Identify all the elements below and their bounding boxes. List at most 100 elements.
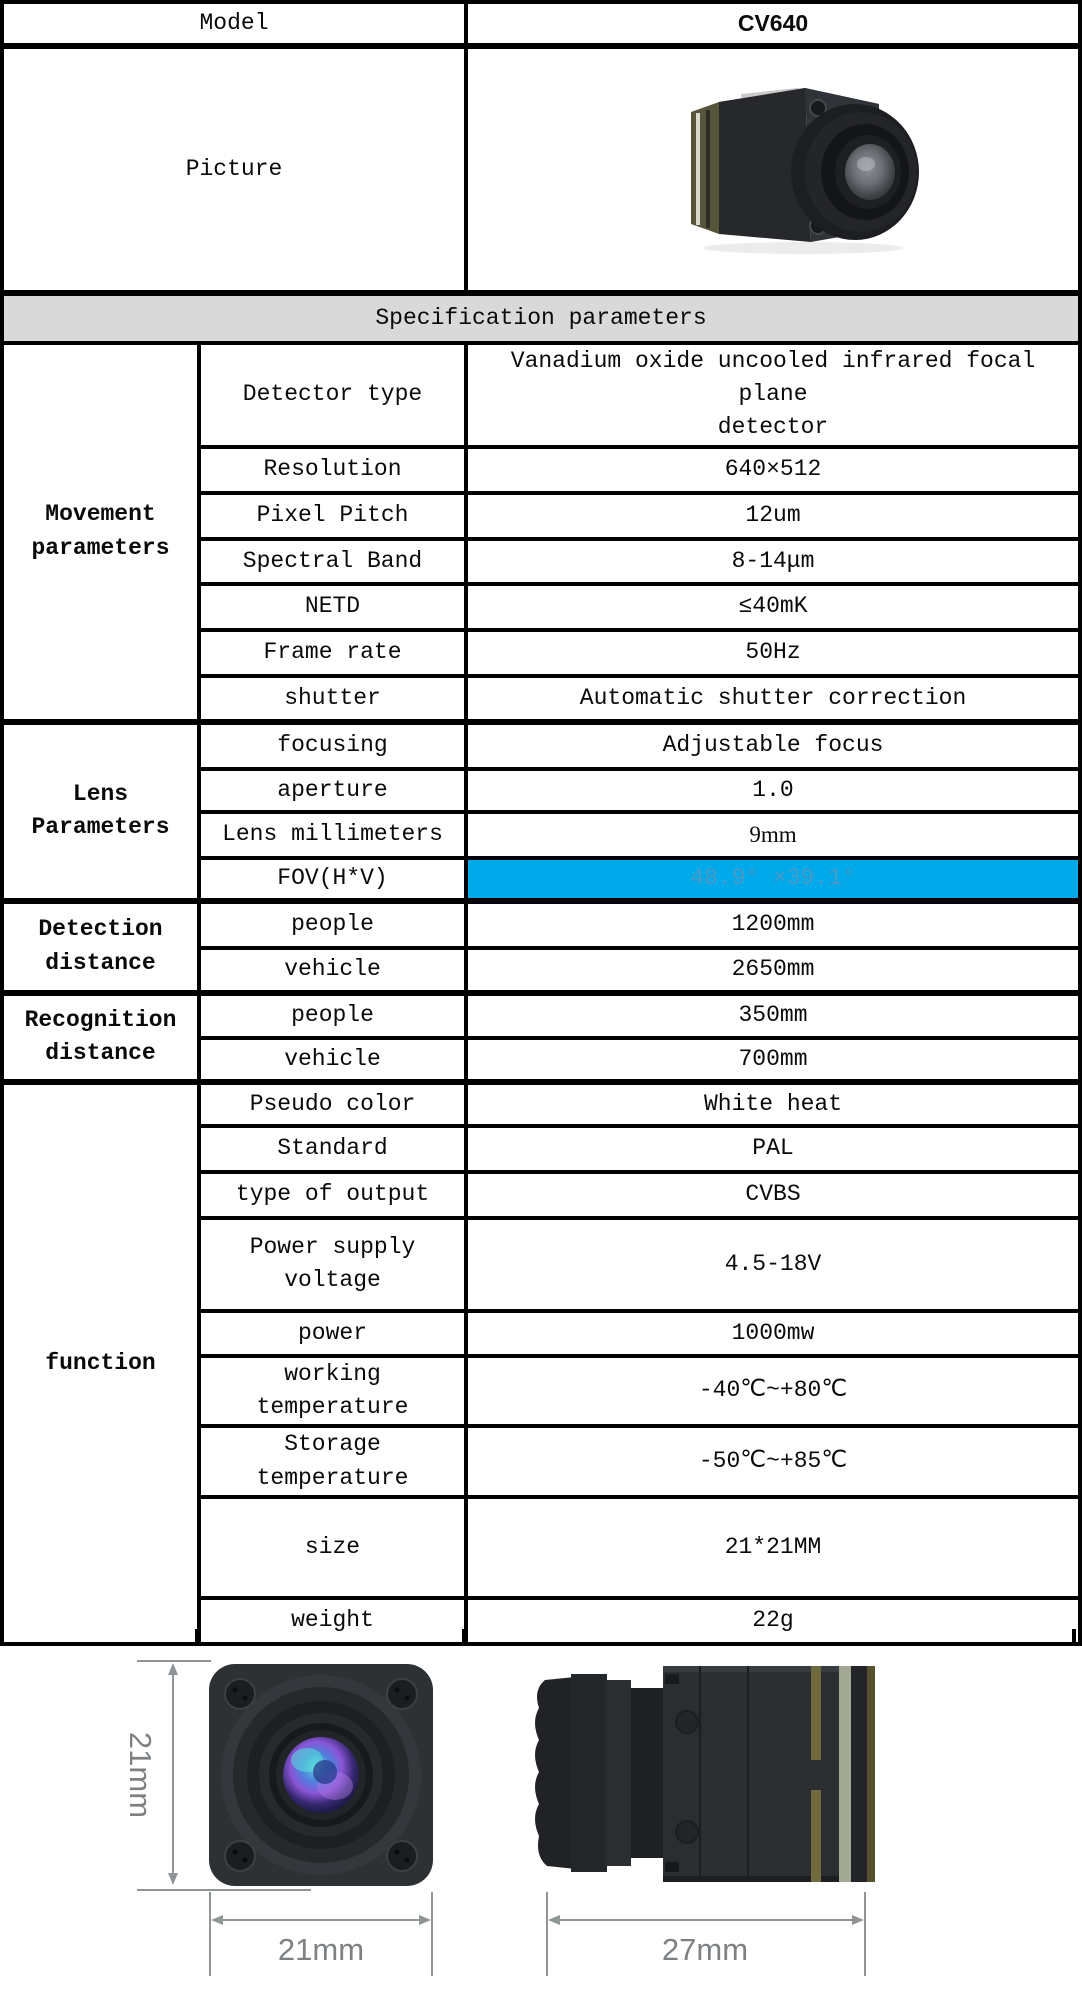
model-row: Model CV640 xyxy=(0,0,1082,48)
spec-row: NETD ≤40mK xyxy=(2,581,1082,632)
param-label: focusing xyxy=(196,718,469,771)
param-value: 2650mm xyxy=(464,945,1082,995)
category-movement-parameters: Movement parameters xyxy=(0,340,201,724)
param-value: 50Hz xyxy=(464,627,1082,678)
param-label: Pixel Pitch xyxy=(196,490,469,541)
param-label: shutter xyxy=(196,673,469,724)
param-value: -40℃~+80℃ xyxy=(464,1353,1082,1429)
param-label: working temperature xyxy=(196,1353,469,1429)
param-label: people xyxy=(196,897,469,950)
spec-row: Detection distance people 1200mm xyxy=(0,897,1082,995)
param-value: CVBS xyxy=(464,1169,1082,1220)
param-label: Power supply voltage xyxy=(196,1215,469,1313)
param-label: vehicle xyxy=(196,1035,469,1084)
table-border-stub xyxy=(195,1629,199,1642)
spec-row: Resolution 640×512 xyxy=(2,444,1082,495)
param-value: 4.5-18V xyxy=(464,1215,1082,1313)
category-recognition-distance: Recognition distance xyxy=(0,989,201,1084)
arrow-right-icon xyxy=(852,1915,864,1925)
param-label: Lens millimeters xyxy=(196,809,469,860)
param-value: ≤40mK xyxy=(464,581,1082,632)
picture-row: Picture xyxy=(0,43,1082,295)
param-label: FOV(H*V) xyxy=(196,855,469,903)
camera-front-view-image xyxy=(207,1660,435,1890)
arrow-left-icon xyxy=(548,1915,560,1925)
arrow-down-icon xyxy=(168,1873,178,1885)
param-label: aperture xyxy=(196,766,469,814)
spec-row: function Pseudo color White heat xyxy=(0,1078,1082,1647)
param-value: 640×512 xyxy=(464,444,1082,495)
dimension-extension-line xyxy=(864,1892,866,1976)
spec-row: Frame rate 50Hz xyxy=(2,627,1082,678)
spec-row: Power supply voltage 4.5-18V xyxy=(2,1215,1082,1313)
front-width-label: 21mm xyxy=(277,1932,365,1967)
spec-row: vehicle 2650mm xyxy=(2,945,1082,995)
param-value: 21*21MM xyxy=(464,1495,1082,1601)
category-detection-distance: Detection distance xyxy=(0,897,201,995)
arrow-left-icon xyxy=(211,1915,223,1925)
param-label: weight xyxy=(196,1596,469,1647)
spec-row: type of output CVBS xyxy=(2,1169,1082,1220)
spec-row: shutter Automatic shutter correction xyxy=(2,673,1082,724)
spec-row: Storage temperature -50℃~+85℃ xyxy=(2,1424,1082,1500)
model-label: Model xyxy=(0,0,469,48)
dimension-line-vertical xyxy=(172,1666,174,1882)
arrow-up-icon xyxy=(168,1663,178,1675)
param-value: White heat xyxy=(464,1078,1082,1128)
param-value: 1.0 xyxy=(464,766,1082,814)
param-label: NETD xyxy=(196,581,469,632)
dimension-extension-line xyxy=(209,1892,211,1976)
param-value: 1200mm xyxy=(464,897,1082,950)
param-value: 700mm xyxy=(464,1035,1082,1084)
category-lens-parameters: Lens Parameters xyxy=(0,718,201,903)
param-label: vehicle xyxy=(196,945,469,995)
param-value: PAL xyxy=(464,1123,1082,1174)
dimension-extension-line xyxy=(137,1660,211,1662)
param-label: Resolution xyxy=(196,444,469,495)
spec-row: Movement parameters Detector type Vanadi… xyxy=(0,340,1082,724)
table-border-stub xyxy=(1072,1629,1076,1642)
param-label: Frame rate xyxy=(196,627,469,678)
table-border-stub xyxy=(0,1629,4,1642)
side-width-label: 27mm xyxy=(661,1932,749,1967)
param-value: Automatic shutter correction xyxy=(464,673,1082,724)
param-label: size xyxy=(196,1495,469,1601)
spec-row: Standard PAL xyxy=(2,1123,1082,1174)
spec-row: aperture 1.0 xyxy=(2,766,1082,814)
param-label: type of output xyxy=(196,1169,469,1220)
param-label: Pseudo color xyxy=(196,1078,469,1128)
camera-side-view-image xyxy=(531,1656,879,1894)
spec-row: Lens Parameters focusing Adjustable focu… xyxy=(0,718,1082,903)
spec-row: working temperature -40℃~+80℃ xyxy=(2,1353,1082,1429)
spec-row: Recognition distance people 350mm xyxy=(0,989,1082,1084)
table-border-stub xyxy=(462,1629,466,1642)
param-value: 8-14μm xyxy=(464,536,1082,586)
specification-table: Model CV640 Picture xyxy=(0,0,1082,1647)
spec-row: Pixel Pitch 12um xyxy=(2,490,1082,541)
spec-row: power 1000mw xyxy=(2,1308,1082,1358)
spec-row: vehicle 700mm xyxy=(2,1035,1082,1084)
dimension-line-horizontal xyxy=(215,1919,427,1921)
param-value: Adjustable focus xyxy=(464,718,1082,771)
fov-highlighted-value: 48.9° ×39.1° xyxy=(464,855,1082,903)
param-value: 350mm xyxy=(464,989,1082,1040)
param-value: 22g xyxy=(464,1596,1082,1647)
spec-row: Spectral Band 8-14μm xyxy=(2,536,1082,586)
dimension-line-horizontal xyxy=(552,1919,860,1921)
param-value: Vanadium oxide uncooled infrared focal p… xyxy=(464,340,1082,449)
front-height-label: 21mm xyxy=(123,1731,158,1819)
category-function: function xyxy=(0,1078,201,1647)
spec-row: FOV(H*V) 48.9° ×39.1° xyxy=(2,855,1082,903)
arrow-right-icon xyxy=(419,1915,431,1925)
param-label: Spectral Band xyxy=(196,536,469,586)
param-label: power xyxy=(196,1308,469,1358)
picture-cell xyxy=(464,43,1082,295)
dimension-extension-line xyxy=(431,1892,433,1976)
section-header-row: Specification parameters xyxy=(0,289,1082,345)
spec-row: weight 22g xyxy=(2,1596,1082,1647)
picture-label: Picture xyxy=(0,43,469,295)
spec-row: size 21*21MM xyxy=(2,1495,1082,1601)
param-label: Storage temperature xyxy=(196,1424,469,1500)
param-label: Standard xyxy=(196,1123,469,1174)
